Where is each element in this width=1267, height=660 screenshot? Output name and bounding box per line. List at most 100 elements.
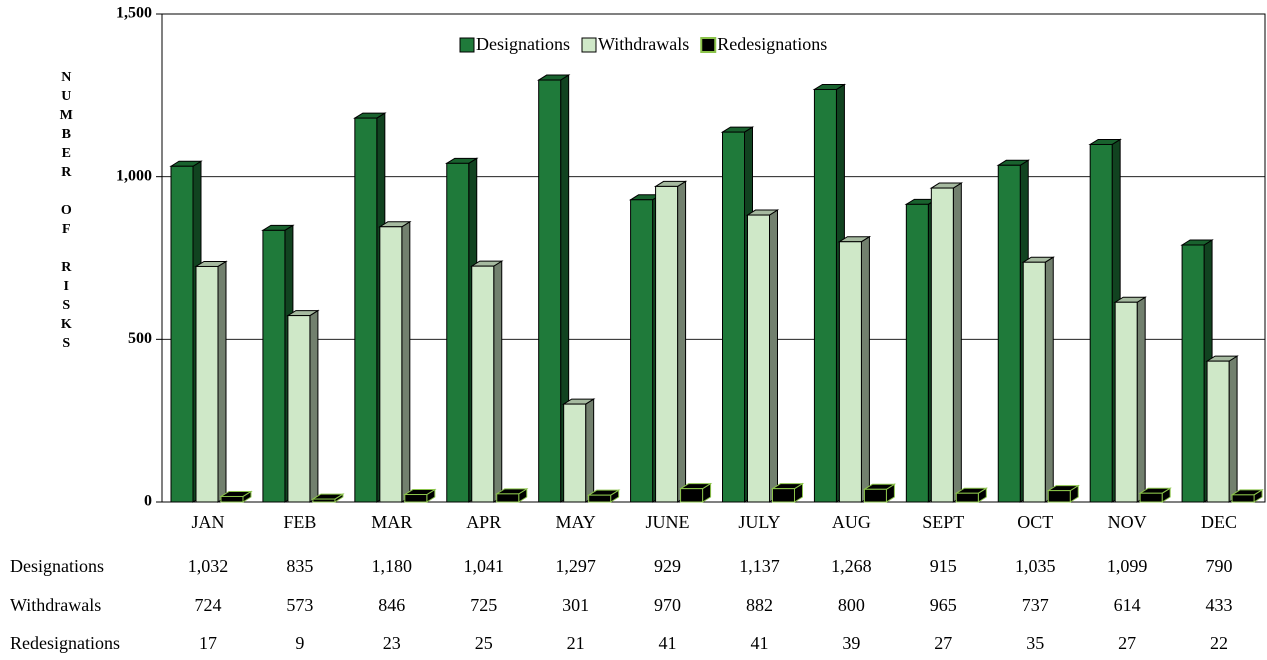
bar <box>1089 143 1113 503</box>
bar <box>838 241 862 503</box>
bar <box>863 488 887 503</box>
bar-3d <box>678 482 713 503</box>
bar-3d <box>311 493 345 503</box>
table-cell: 1,041 <box>463 556 504 576</box>
bar <box>955 492 979 503</box>
table-cell: 27 <box>934 633 952 653</box>
table-cell: 835 <box>286 556 313 576</box>
bar-3d <box>378 220 412 503</box>
bar-3d <box>653 180 688 503</box>
bar <box>312 498 336 503</box>
table-cell: 41 <box>750 633 768 653</box>
table-cell: 1,099 <box>1107 556 1148 576</box>
bar <box>170 165 194 503</box>
table-row-label: Designations <box>10 556 104 576</box>
bar-side <box>401 220 411 503</box>
legend-label: Withdrawals <box>598 34 689 54</box>
bar-3d <box>954 487 989 503</box>
table-cell: 915 <box>930 556 957 576</box>
table-cell: 1,032 <box>188 556 229 576</box>
x-tick-label: MAR <box>371 512 412 532</box>
x-tick-label: OCT <box>1017 512 1053 532</box>
bar <box>354 117 378 503</box>
table-cell: 25 <box>475 633 493 653</box>
bar-side <box>769 209 778 503</box>
table-cell: 882 <box>746 595 773 615</box>
table-cell: 1,035 <box>1015 556 1056 576</box>
x-tick-label: JAN <box>191 512 224 532</box>
table-cell: 41 <box>659 633 677 653</box>
bar <box>930 187 954 503</box>
x-tick-label: MAY <box>555 512 595 532</box>
bar-3d <box>837 235 872 503</box>
bar-3d <box>1046 484 1080 503</box>
bar-3d <box>929 182 964 503</box>
bar-3d <box>495 487 529 503</box>
legend-swatch <box>700 37 717 53</box>
bar-side <box>860 235 870 503</box>
bar <box>262 229 286 503</box>
bar-side <box>309 309 319 503</box>
table-cell: 790 <box>1206 556 1233 576</box>
table-cell: 800 <box>838 595 865 615</box>
bar <box>379 226 403 503</box>
table-cell: 929 <box>654 556 681 576</box>
table-cell: 614 <box>1114 595 1141 615</box>
table-cell: 725 <box>470 595 497 615</box>
bar-3d <box>286 309 320 503</box>
x-tick-label: JULY <box>738 512 780 532</box>
bar <box>1231 494 1255 503</box>
table-cell: 1,268 <box>831 556 872 576</box>
table-cell: 737 <box>1022 595 1049 615</box>
bar-side <box>677 180 687 503</box>
table-cell: 1,137 <box>739 556 780 576</box>
bar <box>220 495 244 503</box>
bar-3d <box>1230 488 1264 503</box>
bar <box>1206 360 1230 503</box>
bar <box>1181 244 1205 503</box>
bar-3d <box>1113 296 1147 503</box>
y-tick-label: 500 <box>128 330 152 347</box>
bar <box>588 494 612 503</box>
bar <box>563 403 587 503</box>
bar-3d <box>1021 256 1055 503</box>
bar-3d <box>194 260 228 503</box>
legend-swatch <box>581 37 597 53</box>
bar <box>496 493 520 503</box>
bar-side <box>1228 355 1238 503</box>
table-cell: 9 <box>295 633 304 653</box>
bar-side <box>493 260 503 503</box>
table-cell: 23 <box>383 633 401 653</box>
bar-3d <box>1205 355 1239 503</box>
bar-3d <box>219 490 253 503</box>
legend-label: Redesignations <box>717 34 827 54</box>
table-cell: 1,297 <box>555 556 596 576</box>
bar-3d <box>1138 487 1172 503</box>
bar <box>680 488 704 503</box>
bar <box>1114 301 1138 503</box>
bar-3d <box>770 482 805 503</box>
bar-3d <box>169 160 203 503</box>
bar <box>655 185 679 503</box>
y-axis-label: NUMBER OF RISKS <box>59 70 74 355</box>
bar <box>772 488 795 503</box>
table-cell: 846 <box>378 595 405 615</box>
bar <box>630 199 654 503</box>
bar <box>813 88 837 503</box>
bar <box>404 494 428 503</box>
table-cell: 573 <box>286 595 313 615</box>
bar-3d <box>403 488 437 503</box>
table-cell: 433 <box>1206 595 1233 615</box>
x-tick-label: AUG <box>832 512 871 532</box>
bar-3d <box>470 260 504 503</box>
x-tick-label: APR <box>466 512 501 532</box>
y-tick-label: 1,000 <box>116 167 152 184</box>
bar-3d <box>745 209 780 503</box>
table-row-label: Redesignations <box>10 633 120 653</box>
table-cell: 301 <box>562 595 589 615</box>
bar <box>287 315 311 503</box>
bar <box>1022 261 1046 503</box>
x-tick-label: JUNE <box>646 512 690 532</box>
legend-swatch <box>459 37 475 53</box>
